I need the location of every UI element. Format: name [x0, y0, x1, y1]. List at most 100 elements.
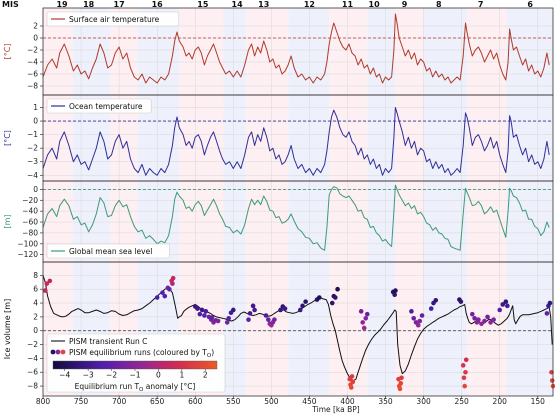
mis-stage-label: 11 [342, 0, 354, 9]
mis-stage-label: 7 [478, 0, 484, 9]
equilibrium-point [154, 295, 160, 300]
y-tick-label: 0 [33, 326, 38, 335]
panel-sea: −120 −100 −80−60 −40 −20 0 [m] Global mean sea … [3, 180, 554, 263]
equilibrium-point [549, 378, 555, 383]
stage-bands [43, 8, 553, 396]
y-tick-label: 6 [33, 285, 38, 294]
legend-box [46, 11, 180, 27]
panel-ocean: −4 −3 −2 −1 0 1 [°C] Ocean temperature [3, 94, 554, 182]
colorbar-tick-label: 0 [156, 371, 161, 380]
x-axis: Time [ka BP] 800 750 700 650 600 550 500 450 400… [36, 396, 545, 414]
colorbar-label: Equilibrium run TO anomaly [°C] [75, 382, 196, 393]
y-tick-label: 0 [33, 185, 38, 194]
equilibrium-point [297, 307, 303, 313]
legend-label: Ocean temperature [69, 102, 143, 111]
equilibrium-point [160, 290, 165, 295]
x-tick-label: 400 [340, 397, 355, 406]
equilibrium-point [332, 295, 338, 300]
equilibrium-point [500, 302, 506, 307]
equilibrium-point [44, 281, 50, 286]
y-tick-label: −6 [27, 70, 38, 79]
equilibrium-point [266, 317, 271, 322]
equilibrium-point [503, 299, 509, 304]
equilibrium-point [399, 375, 404, 381]
equilibrium-point [250, 303, 256, 309]
equilibrium-point [203, 309, 209, 314]
legend-label: Global mean sea level [69, 247, 152, 256]
x-tick-label: 450 [302, 397, 317, 406]
legend-box [46, 243, 170, 259]
mis-header: MIS 19 18 17 16 15 14 13 12 11 10 9 8 7 6 [2, 0, 533, 9]
y-tick-label: −4 [27, 171, 38, 180]
stage-band [395, 8, 424, 396]
legend-swatch [60, 349, 66, 355]
y-tick-label: −100 [17, 239, 38, 248]
legend-swatch [55, 349, 61, 355]
equilibrium-point [470, 311, 475, 317]
panel-ice: −8 −6 −4 −2 0 2 4 6 8 Ice volume [m] PISM transien… [3, 261, 555, 397]
y-axis-label: [°C] [3, 44, 12, 60]
y-axis-label: Ice volume [m] [3, 299, 12, 359]
equilibrium-point [472, 315, 477, 321]
y-tick-label: −8 [27, 82, 38, 91]
equilibrium-point [547, 300, 553, 306]
colorbar-tick-label: 1 [179, 371, 184, 380]
mis-stage-label: 6 [527, 0, 533, 9]
equilibrium-point [488, 320, 493, 325]
equilibrium-point [199, 307, 205, 313]
y-tick-label: 2 [33, 22, 38, 31]
equilibrium-point [47, 278, 53, 284]
equilibrium-point [42, 288, 48, 293]
y-tick-label: −6 [27, 368, 38, 377]
equilibrium-point [300, 303, 305, 309]
equilibrium-point [167, 286, 172, 292]
equilibrium-point [246, 317, 251, 322]
mis-stage-label: 13 [258, 0, 269, 9]
equilibrium-point [360, 320, 366, 325]
y-tick-label: −80 [22, 228, 38, 237]
legend-label: PISM transient Run C [69, 337, 147, 346]
equilibrium-point [230, 307, 236, 313]
series-line [42, 184, 550, 251]
equilibrium-point [398, 381, 404, 386]
mis-stage-label: 18 [83, 0, 95, 9]
equilibrium-point [458, 299, 464, 304]
equilibrium-point [397, 386, 403, 392]
equilibrium-point [409, 309, 414, 314]
x-axis-label: Time [ka BP] [311, 405, 360, 414]
equilibrium-point [224, 320, 230, 325]
colorbar-tick-label: −2 [106, 371, 117, 380]
legend-box [46, 98, 152, 114]
equilibrium-point [278, 307, 283, 313]
x-tick-label: 750 [74, 397, 89, 406]
equilibrium-point [463, 369, 468, 375]
colorbar-tick-label: −3 [83, 371, 94, 380]
equilibrium-point [393, 288, 398, 293]
mis-stage-label: 14 [232, 0, 244, 9]
x-tick-label: 250 [454, 397, 469, 406]
colorbar-tick-label: −4 [59, 371, 70, 380]
equilibrium-point [363, 315, 369, 321]
mis-stage-label: 12 [304, 0, 315, 9]
y-tick-label: −40 [22, 207, 38, 216]
mis-stage-label: 19 [56, 0, 68, 9]
panel-air: −8 −6 −4 −2 0 2 [°C] Surface air temperature [3, 7, 554, 96]
legend-swatch [50, 349, 56, 355]
equilibrium-point [303, 299, 308, 304]
stage-band [223, 8, 247, 396]
y-tick-label: 0 [33, 117, 38, 126]
equilibrium-point [195, 306, 200, 311]
equilibrium-point [263, 313, 269, 318]
x-tick-label: 550 [226, 397, 241, 406]
y-tick-label: −1 [27, 130, 38, 139]
equilibrium-point [348, 385, 354, 390]
equilibrium-point [411, 315, 417, 321]
equilibrium-point [482, 318, 487, 324]
y-tick-label: −120 [17, 250, 38, 259]
equilibrium-point [162, 293, 168, 299]
stage-band [367, 8, 396, 396]
equilibrium-point [335, 286, 340, 292]
x-tick-label: 300 [416, 397, 431, 406]
mis-stage-label: 10 [369, 0, 381, 9]
x-tick-label: 700 [112, 397, 127, 406]
